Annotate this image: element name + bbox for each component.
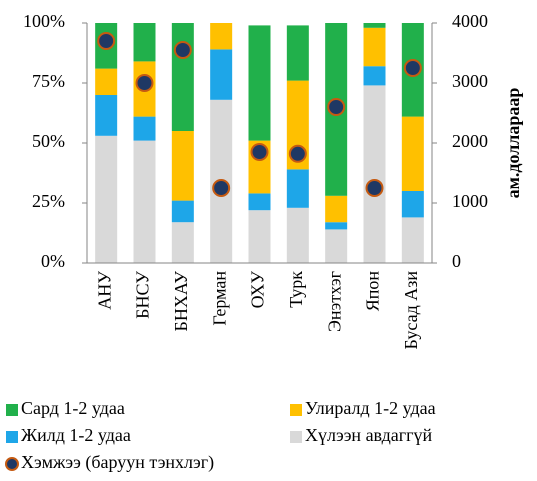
dot xyxy=(173,41,192,59)
x-tick-label: ОХУ xyxy=(248,271,268,309)
x-tick-label: БНСУ xyxy=(133,271,153,319)
bar-segment xyxy=(133,140,156,263)
bar-segment xyxy=(171,222,194,263)
x-tick-label: БНХАУ xyxy=(171,271,191,332)
legend-label: Улиралд 1-2 удаа xyxy=(305,398,436,418)
bar-segment xyxy=(210,23,233,50)
y-tick-label: 100% xyxy=(23,11,65,31)
bar-segment xyxy=(286,169,309,208)
bar-segment xyxy=(133,116,156,141)
legend-label: Сард 1-2 удаа xyxy=(21,398,125,418)
dot xyxy=(403,59,422,77)
y2-tick-label: 3000 xyxy=(452,71,488,91)
bar-segment xyxy=(363,27,386,67)
y2-tick-label: 4000 xyxy=(452,11,488,31)
x-tick-label: Япон xyxy=(363,271,383,312)
bar-segment xyxy=(171,200,194,223)
bar-segment xyxy=(325,222,348,230)
bar-segment xyxy=(95,135,118,263)
legend-marker xyxy=(290,431,302,443)
bar-segment xyxy=(363,23,386,28)
bar-segment xyxy=(286,25,309,81)
bar-segment xyxy=(401,116,424,191)
y-tick-label: 0% xyxy=(41,251,65,271)
legend-marker xyxy=(5,457,19,471)
bar-segment xyxy=(363,66,386,86)
y2-axis-label: ам.доллараар xyxy=(503,88,523,199)
legend-label: Хүлээн авдаггүй xyxy=(305,425,433,445)
y-tick-label: 75% xyxy=(32,71,65,91)
bar-segment xyxy=(363,85,386,264)
bar-segment xyxy=(171,23,194,131)
legend-marker xyxy=(6,404,18,416)
x-tick-label: Герман xyxy=(209,271,229,326)
dot xyxy=(365,179,384,197)
bar-segment xyxy=(171,131,194,201)
legend-label: Жилд 1-2 удаа xyxy=(21,425,131,445)
legend-marker xyxy=(290,404,302,416)
y-tick-label: 50% xyxy=(32,131,65,151)
y2-tick-label: 0 xyxy=(452,251,461,271)
bar-segment xyxy=(210,49,233,100)
dot xyxy=(288,144,307,163)
y2-tick-label: 1000 xyxy=(452,191,488,211)
dot xyxy=(212,179,231,197)
bar-segment xyxy=(248,210,271,263)
bar-segment xyxy=(95,95,118,136)
x-tick-label: АНУ xyxy=(94,271,114,310)
x-tick-label: Турк xyxy=(286,271,306,308)
dot xyxy=(135,74,154,92)
y-tick-label: 25% xyxy=(32,191,65,211)
x-tick-label: Энэтхэг xyxy=(324,271,344,332)
bar-segment xyxy=(325,229,348,263)
bar-segment xyxy=(248,193,271,211)
legend-label: Хэмжээ (баруун тэнхлэг) xyxy=(21,452,214,473)
bar-segment xyxy=(248,25,271,141)
dot xyxy=(250,143,269,161)
dot xyxy=(97,32,116,50)
legend-marker xyxy=(6,431,18,443)
x-tick-label: Бусад Ази xyxy=(401,271,421,350)
y2-tick-label: 2000 xyxy=(452,131,488,151)
bar-segment xyxy=(325,195,348,223)
bar-segment xyxy=(133,23,156,62)
bar-segment xyxy=(401,191,424,218)
bar-segment xyxy=(95,68,118,95)
bar-segment xyxy=(401,217,424,263)
dot xyxy=(327,98,346,116)
bar-segment xyxy=(286,207,309,263)
